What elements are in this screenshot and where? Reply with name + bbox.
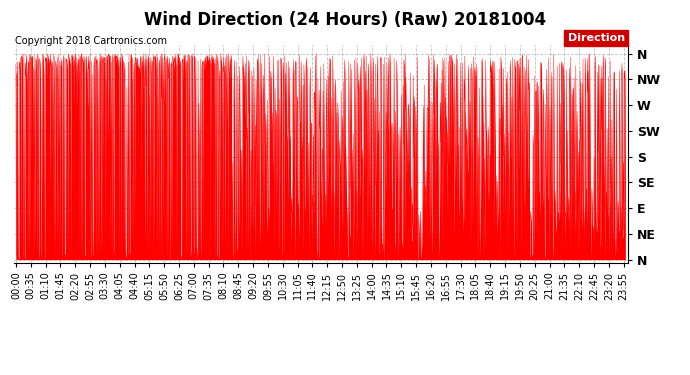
Text: Copyright 2018 Cartronics.com: Copyright 2018 Cartronics.com xyxy=(15,36,167,46)
Text: Wind Direction (24 Hours) (Raw) 20181004: Wind Direction (24 Hours) (Raw) 20181004 xyxy=(144,11,546,29)
Text: Direction: Direction xyxy=(568,33,625,43)
